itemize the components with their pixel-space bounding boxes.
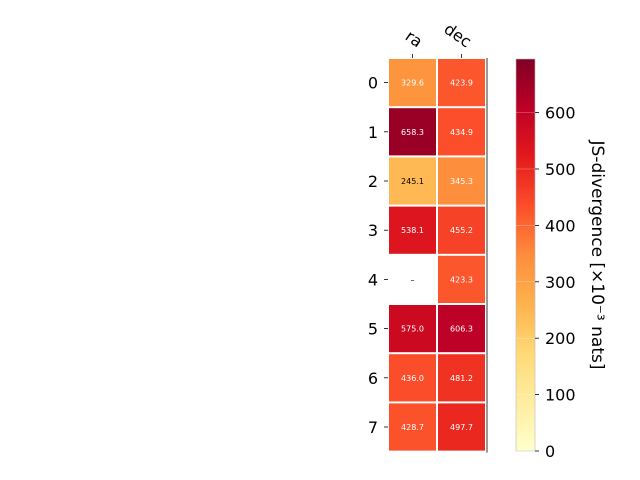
heatmap-cell (389, 59, 436, 107)
heatmap-cell (438, 354, 485, 402)
cell-value-label: 345.3 (450, 177, 473, 186)
cell-value-label: 329.6 (401, 79, 424, 88)
heatmap-cell (389, 108, 436, 156)
heatmap-cell (438, 305, 485, 353)
cell-value-label: 434.9 (450, 128, 473, 137)
cell-value-label: 455.2 (450, 226, 473, 235)
cell-value-label: 606.3 (450, 325, 473, 334)
heatmap-cell (389, 305, 436, 353)
cell-value-label: 481.2 (450, 374, 473, 383)
row-tick-label: 6 (368, 369, 378, 388)
row-tick-label: 1 (368, 123, 378, 142)
cell-value-label: 423.9 (450, 79, 473, 88)
cell-value-label: 575.0 (401, 325, 424, 334)
heatmap-cell (438, 255, 485, 303)
heatmap-cell (438, 157, 485, 205)
column-tick-label: dec (441, 19, 475, 51)
cell-value-label: 538.1 (401, 226, 424, 235)
colorbar-tick-label: 300 (545, 273, 576, 292)
heatmap-cell (438, 108, 485, 156)
row-tick-label: 3 (368, 221, 378, 240)
heatmap-grid: 329.6 423.9 658.3 434.9 245.1 345.3 538.1 455.2… (368, 19, 488, 453)
heatmap-cell (389, 157, 436, 205)
colorbar-tick-label: 600 (545, 104, 576, 123)
colorbar: 0 100 200 300 400 500 600 (515, 58, 576, 461)
heatmap-cell (438, 403, 485, 451)
colorbar-tick-label: 200 (545, 329, 576, 348)
cell-value-label: 423.3 (450, 275, 473, 284)
cell-value-label: 428.7 (401, 423, 424, 432)
heatmap-cell (389, 354, 436, 402)
heatmap-cell (389, 206, 436, 254)
heatmap-cell (389, 403, 436, 451)
colorbar-gradient (515, 58, 536, 452)
colorbar-tick-label: 0 (545, 442, 555, 461)
row-tick-label: 5 (368, 320, 378, 339)
colorbar-tick-label: 500 (545, 160, 576, 179)
colorbar-tick-label: 100 (545, 386, 576, 405)
heatmap-cell (438, 206, 485, 254)
cell-value-label: – (411, 275, 415, 284)
colorbar-label: JS-divergence [×10⁻³ nats] (587, 140, 607, 370)
row-tick-label: 7 (368, 418, 378, 437)
colorbar-tick-label: 400 (545, 216, 576, 235)
cell-value-label: 436.0 (401, 374, 424, 383)
cell-value-label: 658.3 (401, 128, 424, 137)
cell-value-label: 497.7 (450, 423, 473, 432)
row-tick-label: 2 (368, 172, 378, 191)
row-tick-label: 4 (368, 270, 378, 289)
cell-value-label: 245.1 (401, 177, 424, 186)
row-tick-label: 0 (368, 74, 378, 93)
column-tick-label: ra (402, 26, 426, 51)
heatmap-cell (438, 59, 485, 107)
